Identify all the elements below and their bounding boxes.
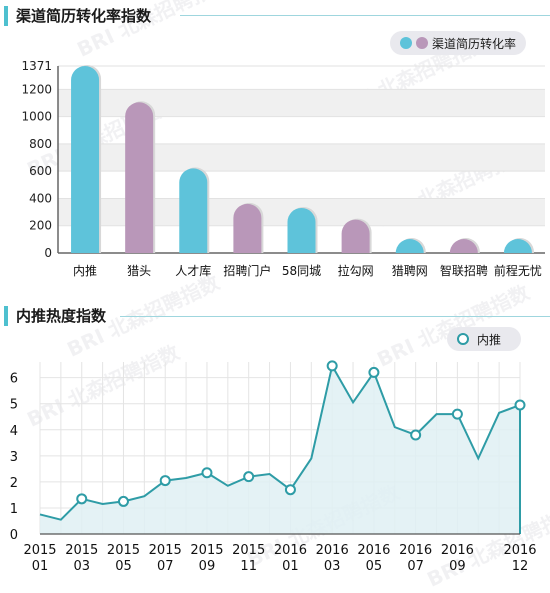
y-tick-label: 1371: [21, 59, 52, 73]
x-tick-label: 前程无忧: [494, 263, 542, 278]
line-chart-title: 内推热度指数: [16, 307, 107, 325]
data-point: [284, 484, 296, 496]
section-divider: [120, 316, 550, 317]
x-tick-year: 2015: [65, 543, 98, 558]
x-tick-year: 2016: [441, 543, 474, 558]
x-tick-year: 2015: [232, 543, 265, 558]
bar: [503, 239, 532, 253]
data-point: [117, 495, 129, 507]
x-tick-month: 01: [282, 559, 299, 574]
y-tick-label: 6: [10, 372, 18, 387]
x-tick-month: 07: [407, 559, 424, 574]
x-tick-label: 58同城: [282, 264, 321, 278]
x-tick-year: 2016: [316, 543, 349, 558]
x-tick-label: 招聘门户: [223, 263, 271, 278]
bar: [395, 239, 424, 253]
data-point: [76, 493, 88, 505]
x-tick-label: 智联招聘: [440, 263, 488, 278]
x-tick-month: 12: [512, 559, 529, 574]
x-tick-label: 猎头: [127, 264, 151, 278]
y-tick-label: 800: [29, 137, 52, 151]
line-section-header: 内推热度指数: [0, 299, 550, 329]
area-fill: [40, 365, 520, 534]
x-tick-year: 2015: [149, 543, 182, 558]
bar: [287, 207, 316, 253]
x-tick-year: 2016: [503, 543, 536, 558]
bar: [179, 168, 208, 253]
x-tick-month: 05: [366, 559, 383, 574]
x-tick-month: 09: [449, 559, 466, 574]
x-tick-year: 2016: [274, 543, 307, 558]
line-chart-legend: 内推: [447, 327, 521, 351]
x-tick-month: 07: [157, 559, 174, 574]
line-chart: 0123456201501201503201505201507201509201…: [10, 360, 537, 574]
y-tick-label: 3: [10, 450, 18, 465]
bar: [125, 102, 154, 253]
data-point: [410, 429, 422, 441]
bar: [449, 239, 478, 253]
x-tick-year: 2015: [190, 543, 223, 558]
data-point: [326, 360, 338, 372]
bar-chart-legend: 渠道简历转化率: [390, 31, 526, 55]
x-tick-label: 人才库: [175, 263, 211, 278]
y-tick-label: 0: [44, 246, 52, 260]
bar-section-header: 渠道简历转化率指数: [0, 0, 550, 30]
y-tick-label: 200: [29, 219, 52, 233]
y-tick-label: 1200: [21, 82, 52, 96]
x-tick-year: 2015: [23, 543, 56, 558]
x-tick-label: 拉勾网: [338, 263, 374, 278]
bar: [233, 203, 262, 253]
y-tick-label: 400: [29, 191, 52, 205]
legend-purple-dot-icon: [416, 37, 428, 49]
section-accent-bar: [4, 306, 8, 326]
x-tick-month: 09: [199, 559, 216, 574]
bar: [71, 66, 100, 253]
y-tick-label: 1000: [21, 110, 52, 124]
data-point: [159, 475, 171, 487]
y-tick-label: 1: [10, 502, 18, 517]
legend-teal-dot-icon: [400, 37, 412, 49]
x-tick-label: 猎聘网: [392, 264, 428, 278]
section-divider: [180, 15, 550, 16]
bar-chart: 0 200 400 600 800 1000 1200 1371 内推 猎头 人才库 招聘门户 58同城…: [21, 59, 545, 278]
x-tick-year: 2015: [107, 543, 140, 558]
line-legend-label: 内推: [477, 332, 502, 347]
bar-chart-title: 渠道简历转化率指数: [16, 7, 152, 25]
x-tick-year: 2016: [399, 543, 432, 558]
bar-legend-label: 渠道简历转化率: [432, 36, 517, 51]
data-point: [514, 399, 526, 411]
data-point: [368, 366, 380, 378]
x-tick-label: 内推: [73, 264, 97, 278]
x-tick-month: 03: [324, 559, 341, 574]
x-tick-month: 03: [73, 559, 90, 574]
data-point: [243, 471, 255, 483]
x-tick-month: 11: [240, 559, 257, 574]
y-tick-label: 5: [10, 398, 18, 413]
y-tick-label: 2: [10, 476, 18, 491]
y-tick-label: 0: [10, 528, 18, 543]
x-tick-year: 2016: [357, 543, 390, 558]
legend-line-marker-icon: [457, 333, 469, 345]
section-accent-bar: [4, 6, 8, 26]
bar: [341, 219, 370, 253]
y-tick-label: 600: [29, 164, 52, 178]
data-point: [451, 408, 463, 420]
x-tick-month: 05: [115, 559, 132, 574]
x-tick-month: 01: [32, 559, 49, 574]
data-point: [201, 467, 213, 479]
y-tick-label: 4: [10, 424, 18, 439]
